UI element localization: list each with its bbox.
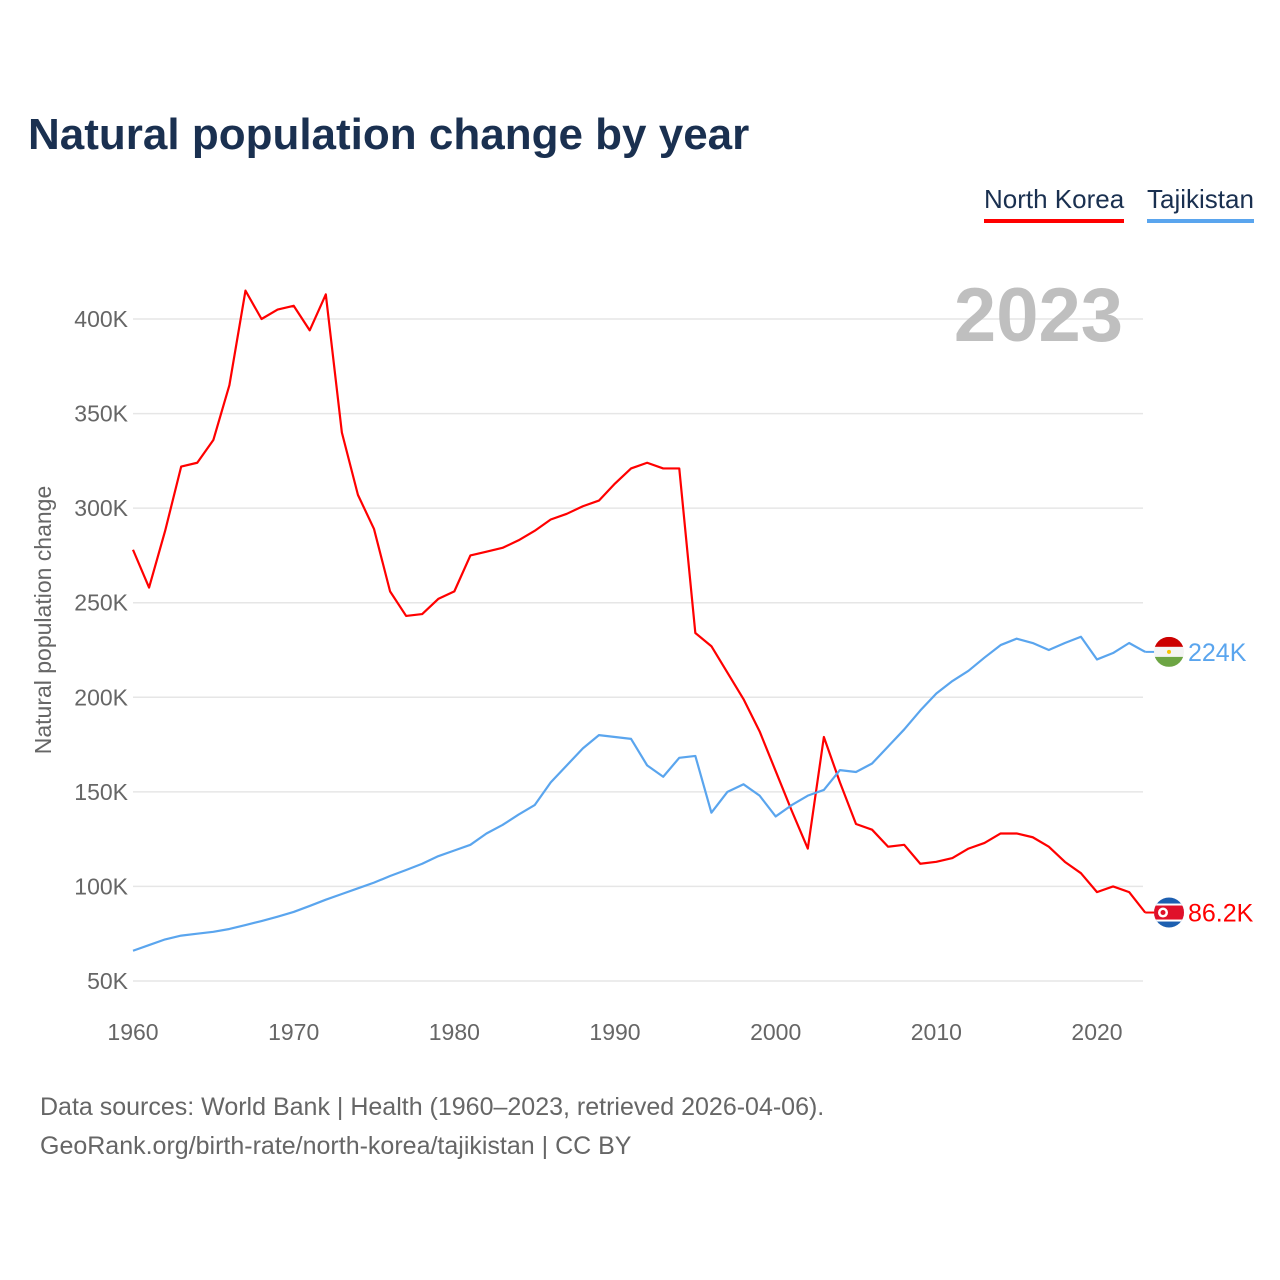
y-tick-label: 300K [74,495,128,521]
x-tick-label: 1970 [268,1019,319,1045]
footer: Data sources: World Bank | Health (1960–… [40,1088,824,1166]
y-tick-label: 50K [87,968,129,994]
y-axis-label: Natural population change [30,486,56,755]
x-tick-label: 1960 [107,1019,158,1045]
end-value-label-tajikistan: 224K [1188,639,1247,667]
y-tick-label: 350K [74,401,128,427]
y-tick-label: 250K [74,590,128,616]
source-link[interactable]: GeoRank.org/birth-rate/north-korea/tajik… [40,1132,632,1160]
legend-north-korea[interactable]: North Korea [984,184,1125,223]
x-tick-label: 1990 [589,1019,640,1045]
legend-tajikistan[interactable]: Tajikistan [1147,184,1254,223]
year-label: 2023 [954,273,1123,358]
series-line-tajikistan[interactable] [132,635,1146,952]
y-tick-label: 150K [74,779,128,805]
y-tick-label: 200K [74,684,128,710]
north-korea-flag-icon [1154,897,1184,928]
series-line-north-korea[interactable] [131,289,1147,914]
chart-title: Natural population change by year [28,110,750,159]
y-tick-label: 400K [74,306,128,332]
data-source: Data sources: World Bank | Health (1960–… [40,1093,825,1121]
x-tick-label: 2010 [911,1019,962,1045]
tajikistan-flag-icon [1154,636,1184,667]
x-tick-label: 2000 [750,1019,801,1045]
y-tick-label: 100K [74,873,128,899]
x-tick-label: 2020 [1071,1019,1122,1045]
end-value-label-north-korea: 86.2K [1188,900,1254,928]
x-tick-label: 1980 [429,1019,480,1045]
